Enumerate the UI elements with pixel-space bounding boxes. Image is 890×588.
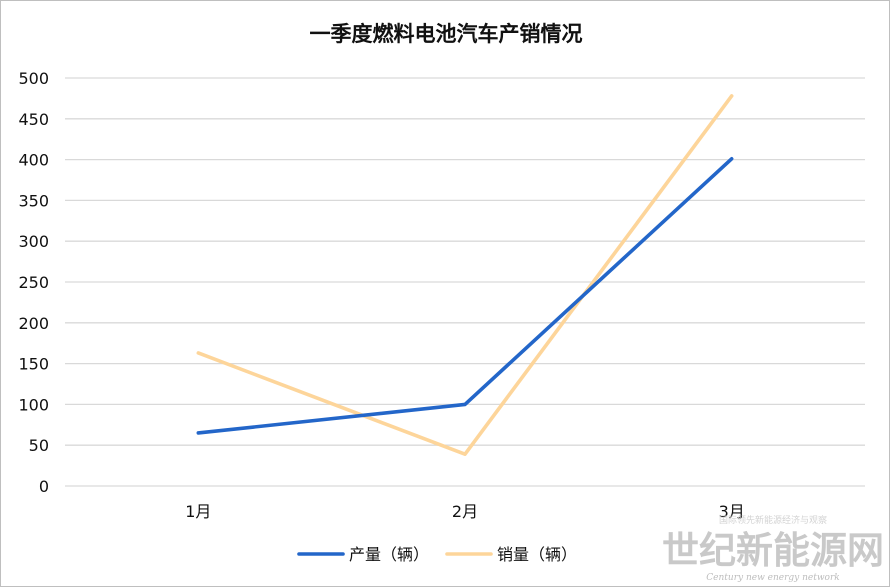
y-tick-label: 400 — [18, 151, 49, 170]
y-axis-ticks: 0 50 100 150 200 250 300 350 400 450 500 — [18, 69, 49, 496]
y-tick-label: 350 — [18, 191, 49, 210]
watermark-sub: Century new energy network — [706, 573, 839, 583]
x-tick-label: 1月 — [185, 502, 211, 521]
watermark-tag: 国际领先新能源经济与观察 — [719, 514, 827, 526]
legend-label-1: 销量（辆） — [497, 545, 577, 564]
series-lines — [198, 96, 732, 454]
y-tick-label: 450 — [18, 110, 49, 129]
chart-title: 一季度燃料电池汽车产销情况 — [310, 22, 583, 46]
y-tick-label: 150 — [18, 355, 49, 374]
grid-lines — [65, 78, 865, 486]
y-tick-label: 300 — [18, 232, 49, 251]
y-tick-label: 200 — [18, 314, 49, 333]
y-tick-label: 250 — [18, 273, 49, 292]
x-tick-label: 2月 — [452, 502, 478, 521]
y-tick-label: 100 — [18, 395, 49, 414]
legend: 产量（辆） 销量（辆） — [299, 545, 577, 564]
watermark-main: 世纪新能源网 — [662, 528, 884, 572]
watermark: 国际领先新能源经济与观察 世纪新能源网 Century new energy n… — [662, 514, 884, 583]
y-tick-label: 50 — [29, 436, 49, 455]
legend-label-0: 产量（辆） — [349, 545, 429, 564]
series-line-1 — [198, 96, 731, 454]
y-tick-label: 0 — [39, 477, 49, 496]
y-tick-label: 500 — [18, 69, 49, 88]
